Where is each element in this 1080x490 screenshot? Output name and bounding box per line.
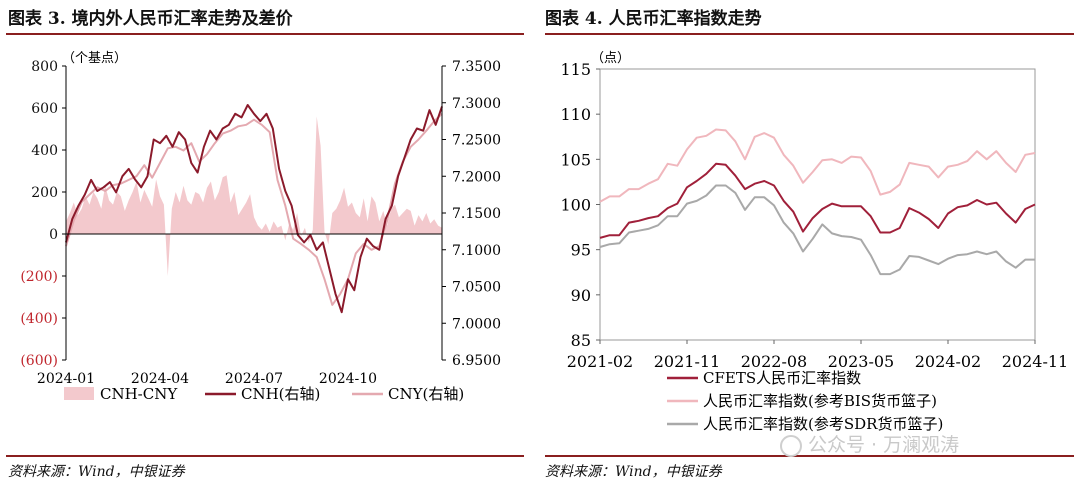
exchange-rate-spread-chart: （个基点） 800 600 400 200 0 (200) (400) (600) 7.3500 7… [20, 51, 501, 403]
right-y-tick-label: 6.9500 [452, 353, 501, 369]
left-title-rule [6, 33, 524, 35]
x-tick-label: 2023-05 [828, 352, 894, 371]
left-source-note: 资料来源：Wind，中银证券 [8, 464, 185, 480]
right-figure-panel: 图表 4. 人民币汇率指数走势 （点） 115 110 105 100 95 90 85 202… [545, 0, 1080, 490]
x-tick-label: 2021-11 [654, 352, 720, 371]
x-tick-label: 2022-08 [741, 352, 807, 371]
series-bis-line [599, 128, 1036, 203]
right-y-tick-label: 7.3000 [452, 96, 501, 112]
left-y-tick-label: (600) [20, 353, 58, 369]
right-y-tick-label: 7.0000 [452, 316, 501, 332]
y-tick-label: 105 [560, 150, 591, 169]
legend-label-cnh-cny: CNH-CNY [100, 385, 178, 403]
x-tick-label: 2024-02 [915, 352, 981, 371]
right-y-tick-label: 7.3500 [452, 59, 501, 75]
legend-cfets-label: CFETS人民币汇率指数 [703, 369, 861, 387]
y-tick-label: 115 [560, 60, 591, 79]
legend-label-cnh: CNH(右轴) [241, 385, 320, 403]
x-tick-label: 2021-02 [567, 352, 633, 371]
y-tick-label: 95 [571, 241, 591, 260]
watermark-text: 公众号 · 万澜观涛 [808, 434, 960, 456]
left-axis-unit-label: （个基点） [62, 51, 127, 66]
y-tick-label: 100 [560, 196, 591, 215]
left-y-tick-label: 400 [31, 143, 58, 159]
y-tick-label: 90 [571, 286, 591, 305]
legend-sdr-label: 人民币汇率指数(参考SDR货币篮子) [703, 415, 943, 433]
x-tick-label: 2024-04 [131, 371, 189, 387]
right-y-tick-label: 7.0500 [452, 280, 501, 296]
x-tick-label: 2024-10 [319, 371, 377, 387]
left-y-tick-label: 800 [31, 59, 58, 75]
legend-bis-label: 人民币汇率指数(参考BIS货币篮子) [703, 392, 937, 410]
right-figure-title: 图表 4. 人民币汇率指数走势 [545, 9, 762, 29]
legend-swatch-cnh-cny [64, 387, 94, 400]
left-y-tick-label: 600 [31, 101, 58, 117]
series-cnh-line [65, 104, 443, 314]
series-cnh-cny-area [66, 116, 442, 277]
left-y-tick-label: 0 [49, 227, 58, 243]
left-y-tick-label: (400) [20, 311, 58, 327]
right-source-note: 资料来源：Wind，中银证券 [545, 464, 722, 480]
left-figure-panel: 图表 3. 境内外人民币汇率走势及差价 （个基点） 800 600 400 200 0 (2… [0, 0, 530, 490]
right-y-tick-label: 7.2500 [452, 133, 501, 149]
series-cfets-line [599, 162, 1036, 239]
wechat-icon [780, 434, 802, 457]
x-tick-label: 2024-07 [225, 371, 283, 387]
right-y-tick-label: 7.2000 [452, 169, 501, 185]
left-source-rule [6, 455, 524, 457]
series-sdr-line [599, 184, 1035, 276]
left-figure-title: 图表 3. 境内外人民币汇率走势及差价 [8, 9, 293, 29]
right-axis-unit-label: （点） [591, 51, 630, 66]
left-y-tick-label: 200 [31, 185, 58, 201]
x-tick-label: 2024-01 [37, 371, 95, 387]
rmb-index-chart: （点）115 110 105 100 95 90 85 2021-02 2021-11 2022-… [560, 51, 1068, 433]
x-tick-label: 2024-11 [1002, 352, 1068, 371]
wechat-watermark: 公众号 · 万澜观涛 [780, 430, 959, 457]
y-tick-label: 110 [560, 105, 591, 124]
right-y-tick-label: 7.1000 [452, 243, 501, 259]
right-title-rule [545, 33, 1074, 35]
y-tick-label: 85 [571, 331, 591, 350]
left-y-tick-label: (200) [20, 269, 58, 285]
legend-label-cny: CNY(右轴) [388, 385, 464, 403]
right-y-tick-label: 7.1500 [452, 206, 501, 222]
right-source-rule [545, 455, 1074, 457]
